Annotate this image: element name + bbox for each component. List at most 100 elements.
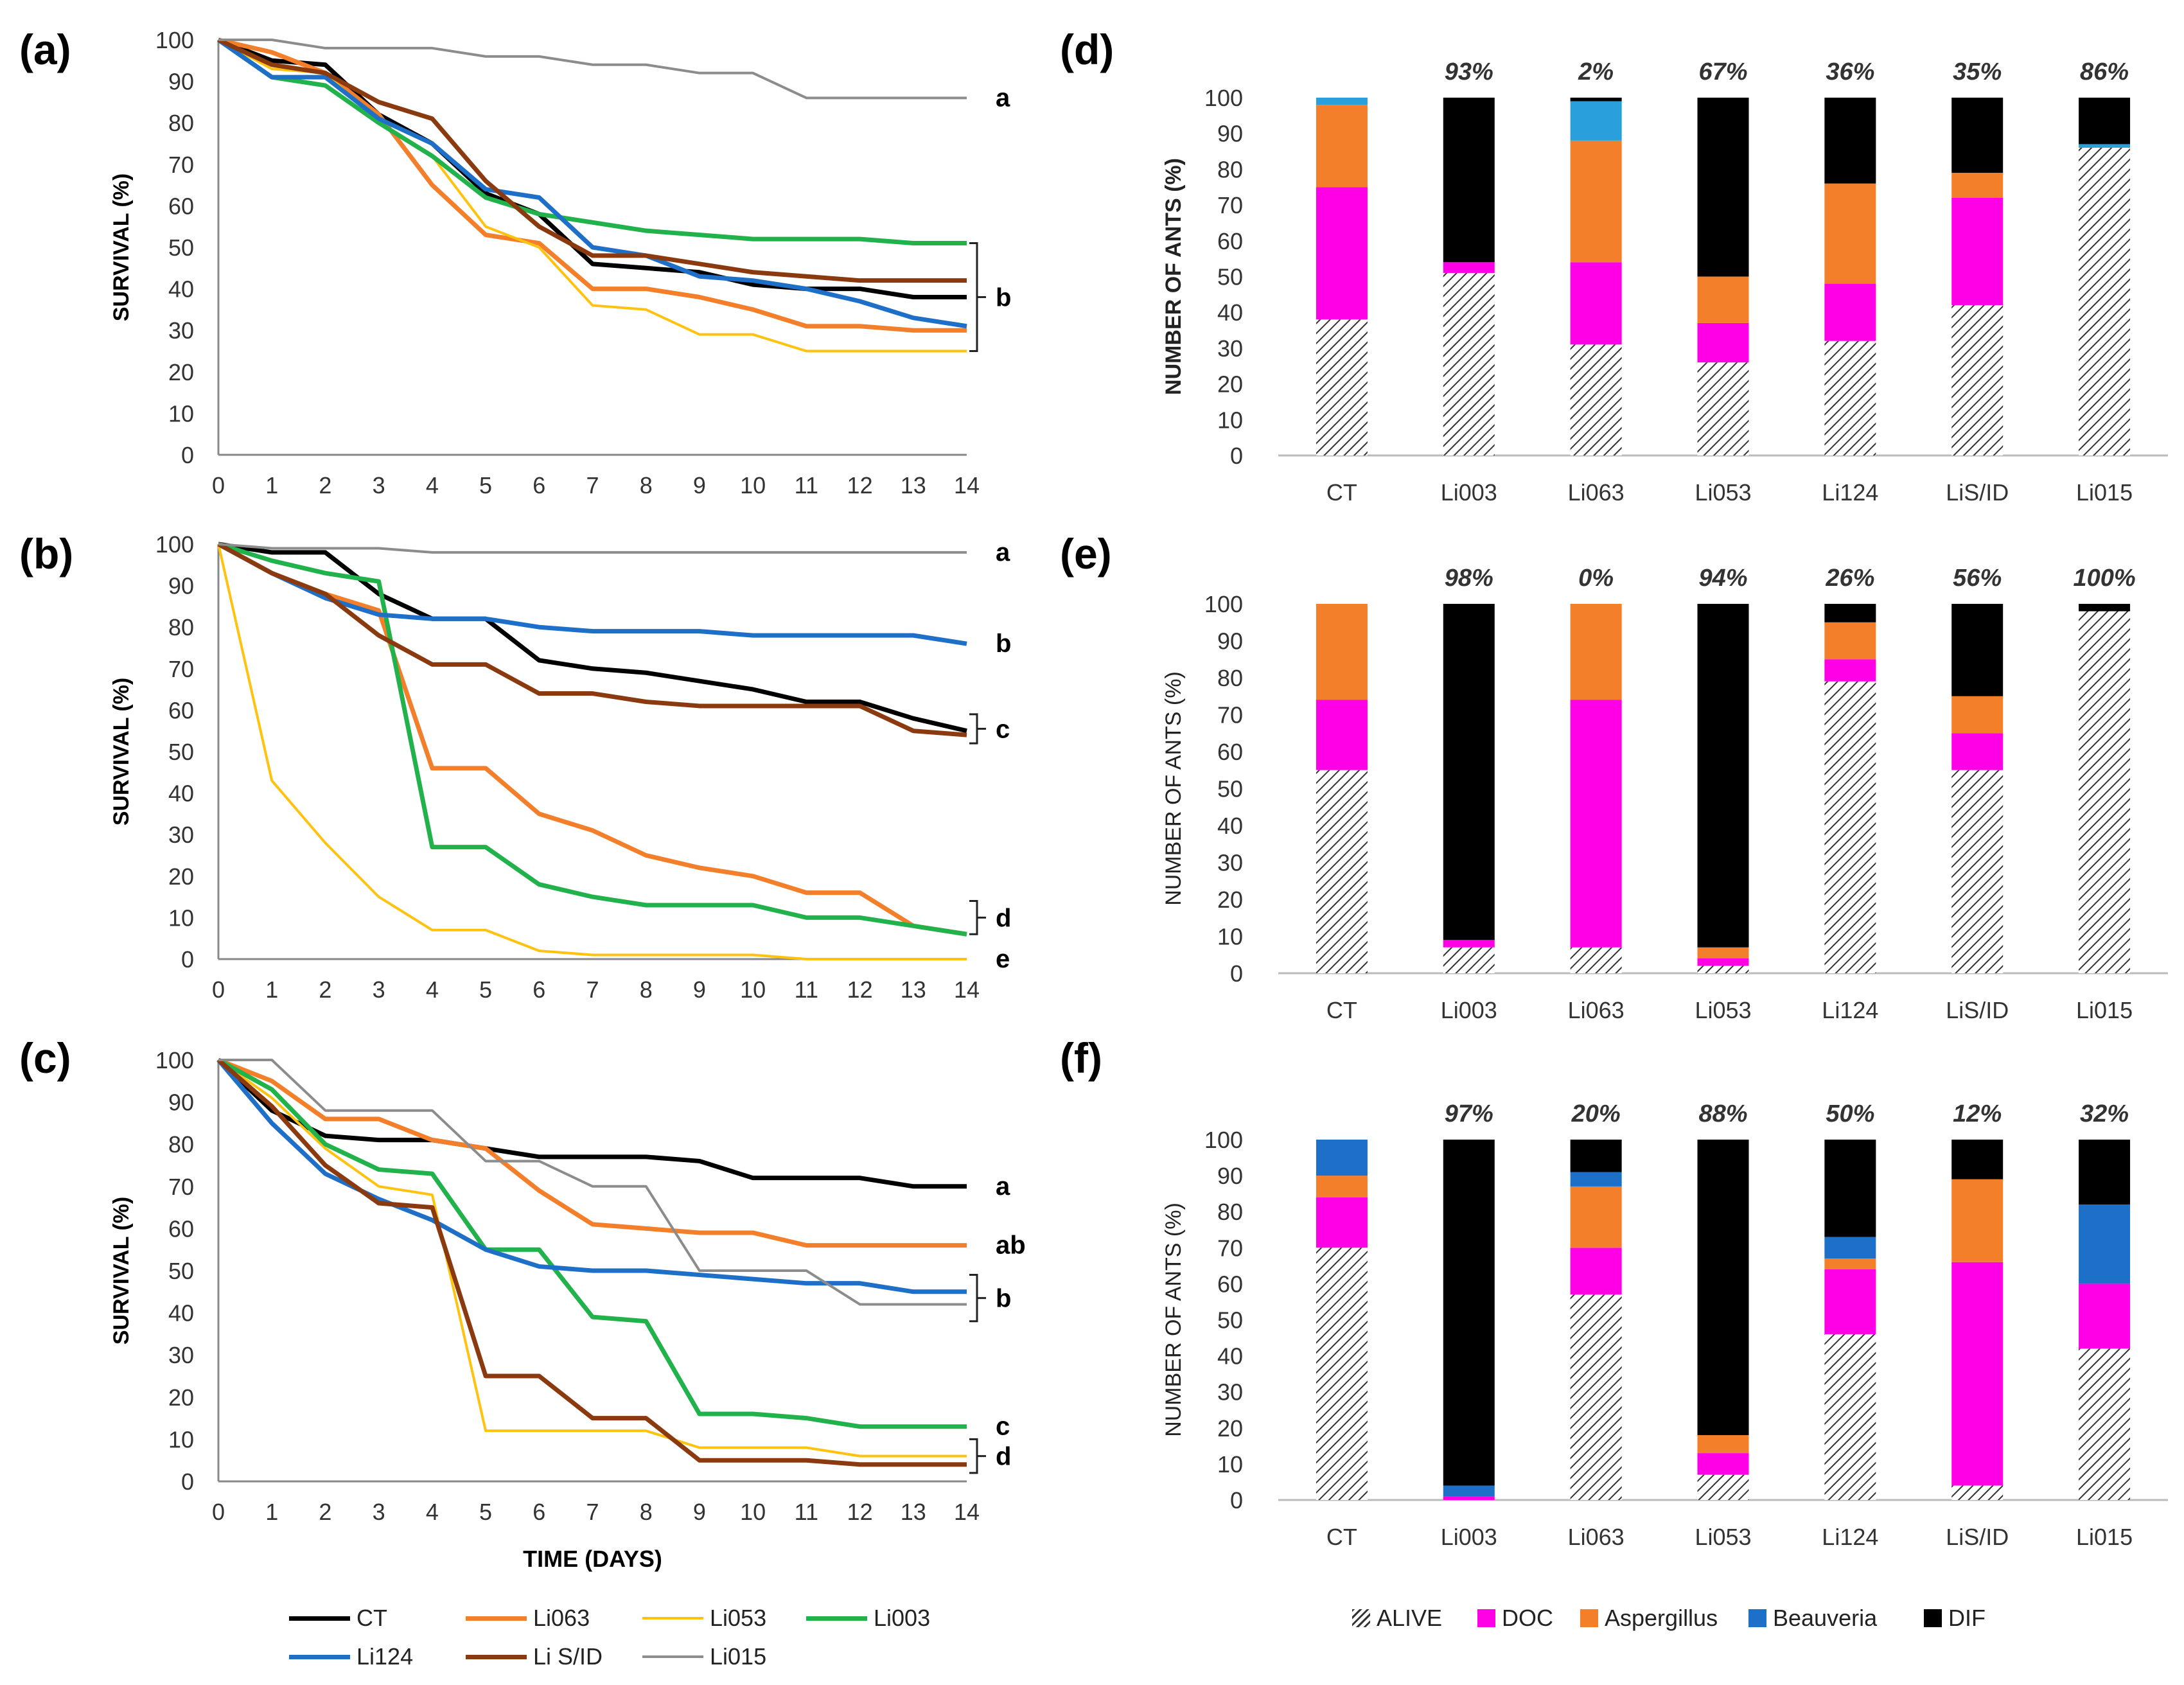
bar-segment-aspergillus-li063 <box>1570 1186 1622 1248</box>
bar-segment-aspergillus-ct <box>1316 1176 1368 1197</box>
bar-segment-alive-li015 <box>2079 147 2131 456</box>
bar-segment-beauveria-li015 <box>2079 144 2131 148</box>
x-tick-label: 2 <box>319 472 331 498</box>
x-tick-label: LiS/ID <box>1946 997 2009 1023</box>
y-tick-label: 30 <box>1217 1379 1243 1406</box>
x-tick-label: 4 <box>426 472 439 498</box>
legend-swatch <box>1924 1609 1942 1627</box>
legend-swatch <box>806 1616 867 1621</box>
y-tick-label: 60 <box>168 697 194 723</box>
x-tick-label: 10 <box>740 472 766 498</box>
series-line-li063 <box>217 1057 967 1248</box>
bar-segment-alive-ct <box>1316 1248 1368 1500</box>
x-tick-label: 7 <box>586 1499 599 1525</box>
bar-segment-aspergillus-li124 <box>1824 183 1876 284</box>
y-tick-label: 0 <box>181 1469 194 1495</box>
bar-segment-dif-li015 <box>2079 604 2131 612</box>
y-axis-label: SURVIVAL (%) <box>109 173 134 321</box>
y-tick-label: 80 <box>1217 156 1243 182</box>
bar-segment-alive-lis-id <box>1951 305 2003 455</box>
y-tick-label: 20 <box>1217 1415 1243 1442</box>
bar-segment-alive-li063 <box>1570 1294 1622 1500</box>
bar-segment-alive-li003 <box>1443 947 1495 973</box>
x-tick-label: 13 <box>901 976 926 1003</box>
x-tick-label: 11 <box>795 472 818 498</box>
bar-top-label: 86% <box>2080 58 2129 85</box>
bar-segment-dif-li124 <box>1824 604 1876 622</box>
x-tick-label: Li015 <box>2076 1524 2133 1550</box>
y-tick-label: 90 <box>1217 628 1243 655</box>
x-tick-label: Li003 <box>1441 1524 1497 1550</box>
y-axis-label: SURVIVAL (%) <box>109 1197 134 1345</box>
bar-segment-alive-li124 <box>1824 340 1876 455</box>
y-axis-label: NUMBER OF ANTS (%) <box>1161 671 1186 906</box>
x-tick-label: 5 <box>479 472 492 498</box>
x-tick-label: Li053 <box>1695 479 1751 506</box>
bar-top-label: 94% <box>1698 565 1747 592</box>
series-line-li-s-id <box>216 1058 967 1467</box>
y-tick-label: 70 <box>168 152 194 178</box>
bar-segment-alive-lis-id <box>1951 770 2003 973</box>
legend-swatch <box>466 1654 527 1659</box>
series-line-li124 <box>216 38 967 329</box>
significance-letter: b <box>996 1285 1011 1313</box>
legend-swatch <box>289 1654 350 1659</box>
y-tick-label: 60 <box>1217 739 1243 765</box>
bar-segment-dif-lis-id <box>1951 604 2003 696</box>
bar-segment-beauveria-ct <box>1316 98 1368 105</box>
significance-bracket <box>969 713 978 745</box>
series-line-li124 <box>216 1058 967 1294</box>
bar-segment-aspergillus-lis-id <box>1951 696 2003 734</box>
y-tick-label: 70 <box>1217 192 1243 218</box>
x-tick-label: Li003 <box>1441 997 1497 1023</box>
bar-segment-doc-lis-id <box>1951 1262 2003 1486</box>
y-tick-label: 10 <box>1217 924 1243 950</box>
significance-letter: c <box>996 715 1010 743</box>
bar-top-label: 36% <box>1826 58 1874 85</box>
significance-letter: e <box>996 945 1010 973</box>
y-tick-label: 40 <box>168 276 194 303</box>
bar-top-label: 35% <box>1953 58 2002 85</box>
legend-label: Li S/ID <box>533 1643 603 1670</box>
significance-letter: a <box>996 84 1010 112</box>
bar-top-label: 98% <box>1445 565 1493 592</box>
y-tick-label: 50 <box>1217 776 1243 802</box>
y-tick-label: 70 <box>168 656 194 682</box>
y-tick-label: 40 <box>168 1300 194 1327</box>
series-line-li015 <box>218 39 967 100</box>
bar-segment-doc-li063 <box>1570 1248 1622 1295</box>
bar-top-label: 12% <box>1953 1100 2002 1127</box>
bar-segment-dif-lis-id <box>1951 1140 2003 1179</box>
y-tick-label: 40 <box>1217 813 1243 839</box>
x-tick-label: 0 <box>212 1499 225 1525</box>
y-tick-label: 70 <box>168 1174 194 1200</box>
x-tick-label: 12 <box>847 976 873 1003</box>
y-tick-label: 10 <box>168 1426 194 1452</box>
legend-swatch <box>289 1616 350 1621</box>
legend-item-li015: Li015 <box>642 1643 766 1670</box>
bar-segment-alive-li063 <box>1570 947 1622 973</box>
legend-item-ct: CT <box>289 1605 387 1632</box>
bar-segment-alive-li124 <box>1824 1334 1876 1500</box>
x-tick-label: 12 <box>847 472 873 498</box>
bar-segment-doc-li003 <box>1443 1496 1495 1500</box>
x-tick-label: 3 <box>373 1499 385 1525</box>
significance-bracket <box>969 242 978 352</box>
x-tick-label: 4 <box>426 976 439 1003</box>
bar-segment-dif-li015 <box>2079 98 2131 145</box>
y-tick-label: 70 <box>1217 702 1243 728</box>
bar-segment-aspergillus-li053 <box>1697 1435 1749 1454</box>
y-tick-label: 100 <box>1204 591 1243 617</box>
bar-segment-doc-li053 <box>1697 958 1749 966</box>
panel-label: (a) <box>19 26 71 73</box>
significance-letter: d <box>996 1443 1011 1471</box>
bar-segment-dif-li053 <box>1697 98 1749 277</box>
x-tick-label: Li053 <box>1695 1524 1751 1550</box>
x-tick-label: 8 <box>640 472 653 498</box>
x-axis-label: TIME (DAYS) <box>523 1546 662 1572</box>
y-tick-label: 60 <box>1217 228 1243 254</box>
y-tick-label: 40 <box>1217 1343 1243 1370</box>
series-line-li-s-id <box>217 37 967 283</box>
